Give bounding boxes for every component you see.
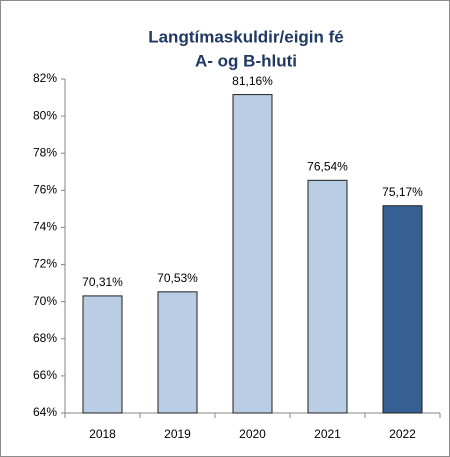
bar bbox=[232, 94, 273, 414]
bar bbox=[307, 179, 348, 414]
x-tick-label: 2018 bbox=[89, 427, 116, 441]
y-tick-label: 80% bbox=[33, 108, 57, 122]
chart-subtitle: A- og B-hluti bbox=[195, 51, 297, 70]
y-tick-label: 76% bbox=[33, 183, 57, 197]
y-tick-label: 72% bbox=[33, 257, 57, 271]
data-label: 75,17% bbox=[382, 185, 423, 199]
y-tick-label: 64% bbox=[33, 405, 57, 419]
data-label: 70,31% bbox=[82, 275, 123, 289]
y-tick-label: 70% bbox=[33, 294, 57, 308]
x-tick-label: 2021 bbox=[314, 427, 341, 441]
y-tick-label: 74% bbox=[33, 220, 57, 234]
y-tick-label: 78% bbox=[33, 145, 57, 159]
x-tick-label: 2019 bbox=[164, 427, 191, 441]
x-tick-label: 2020 bbox=[239, 427, 266, 441]
data-label: 76,54% bbox=[307, 159, 348, 173]
y-tick-label: 66% bbox=[33, 368, 57, 382]
bar bbox=[382, 205, 423, 414]
y-tick-label: 82% bbox=[33, 71, 57, 85]
data-label: 70,53% bbox=[157, 271, 198, 285]
bar bbox=[82, 295, 123, 414]
bar bbox=[157, 291, 198, 414]
x-tick-label: 2022 bbox=[389, 427, 416, 441]
y-tick-label: 68% bbox=[33, 331, 57, 345]
data-label: 81,16% bbox=[232, 74, 273, 88]
chart-title: Langtímaskuldir/eigin fé bbox=[148, 27, 344, 46]
